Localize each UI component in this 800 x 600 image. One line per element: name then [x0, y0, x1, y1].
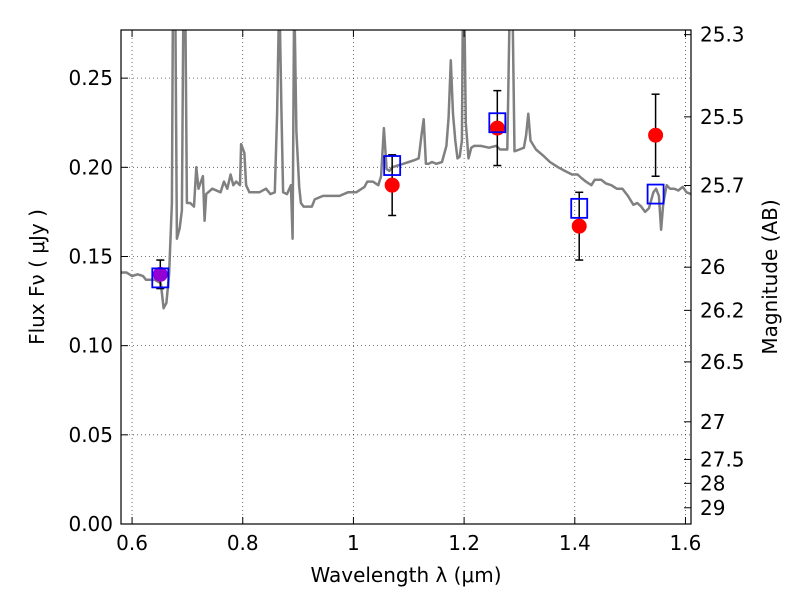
model-photometry-point — [151, 267, 170, 289]
x-tick-label: 0.8 — [227, 531, 259, 555]
right-tick-label: 27.5 — [700, 447, 745, 471]
plot-background — [121, 30, 691, 524]
observed-point — [489, 120, 505, 136]
y-tick-label: 0.20 — [68, 155, 113, 179]
x-tick-label: 0.6 — [116, 531, 148, 555]
x-tick-label: 1.2 — [448, 531, 480, 555]
model-photometry-point — [383, 155, 402, 176]
observed-point — [384, 177, 400, 193]
right-tick-label: 29 — [700, 496, 725, 520]
right-tick-label: 26.5 — [700, 350, 745, 374]
x-tick-label: 1.4 — [559, 531, 591, 555]
model-photometry-points — [151, 112, 665, 289]
y-tick-label: 0.25 — [68, 66, 113, 90]
y-tick-label: 0.15 — [68, 244, 113, 268]
y-axis-label: Flux Fν ( μJy ) — [25, 209, 49, 345]
axis-ticks: 0.6 0.8 1 1.2 1.4 1.6 0.00 0.05 0.10 0.15 0.20 0.25… — [68, 23, 744, 555]
x-tick-label: 1 — [347, 531, 360, 555]
right-tick-label: 28 — [700, 471, 725, 495]
model-photometry-point — [488, 112, 507, 134]
observed-point — [152, 266, 168, 282]
x-tick-label: 1.6 — [670, 531, 702, 555]
right-tick-label: 25.5 — [700, 105, 745, 129]
y-tick-label: 0.05 — [68, 423, 113, 447]
observed-point — [571, 218, 587, 234]
right-tick-label: 25.3 — [700, 23, 745, 47]
right-tick-label: 27 — [700, 410, 725, 434]
right-tick-label: 25.7 — [700, 174, 745, 198]
y-tick-label: 0.10 — [68, 334, 113, 358]
model-photometry-point — [646, 183, 665, 205]
y-tick-label: 0.00 — [68, 512, 113, 536]
right-tick-label: 26 — [700, 255, 725, 279]
y-right-axis-label: Magnitude (AB) — [758, 199, 782, 354]
model-photometry-point — [570, 197, 589, 219]
observed-point — [648, 127, 664, 143]
plot-frame — [120, 29, 692, 525]
x-axis-label: Wavelength λ (μm) — [310, 563, 501, 587]
right-tick-label: 26.2 — [700, 298, 745, 322]
